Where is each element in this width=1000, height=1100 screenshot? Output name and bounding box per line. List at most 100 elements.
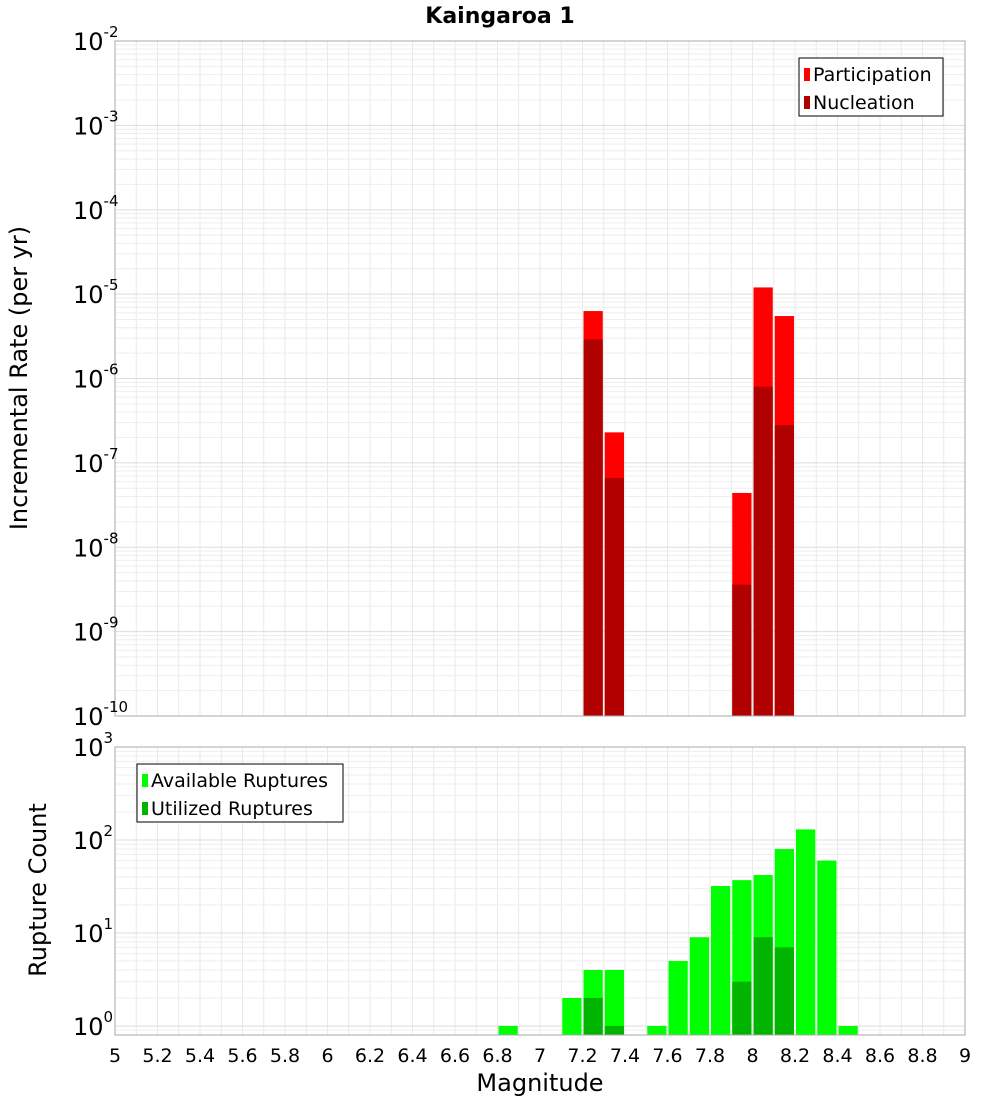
top-y-tick-base: 10	[73, 534, 104, 562]
bottom-y-tick-base: 10	[73, 920, 104, 948]
bottom-y-tick-label: 102	[73, 822, 113, 855]
bottom-bar	[796, 829, 816, 1035]
top-y-tick-base: 10	[73, 28, 104, 56]
x-tick-label: 7	[534, 1045, 546, 1067]
top-y-tick-label: 10-6	[73, 361, 119, 394]
top-legend-swatch	[804, 68, 810, 81]
bottom-y-tick-base: 10	[73, 1013, 104, 1041]
top-y-tick-exponent: -4	[104, 192, 119, 210]
x-tick-label: 8.2	[780, 1045, 810, 1067]
top-y-tick-exponent: -7	[104, 445, 119, 463]
top-legend-box	[798, 57, 944, 117]
top-frame	[114, 40, 966, 717]
bottom-bar	[647, 1025, 667, 1035]
top-y-tick-base: 10	[73, 112, 104, 140]
x-tick-label: 7.6	[652, 1045, 682, 1067]
top-y-tick-exponent: -10	[104, 698, 129, 716]
top-legend-label: Participation	[813, 64, 932, 86]
top-bar	[604, 478, 624, 716]
bottom-y-tick-exponent: 3	[104, 729, 114, 747]
top-y-tick-exponent: -2	[104, 23, 119, 41]
top-y-tick-label: 10-8	[73, 529, 119, 562]
top-panel: 10-1010-910-810-710-610-510-410-310-2Par…	[73, 23, 966, 731]
x-tick-label: 5.2	[142, 1045, 172, 1067]
top-legend: Participation Nucleation	[798, 57, 944, 117]
top-y-tick-base: 10	[73, 703, 104, 731]
bottom-series-1	[583, 937, 794, 1035]
bottom-y-tick-exponent: 1	[104, 915, 114, 933]
x-tick-label: 7.4	[610, 1045, 640, 1067]
top-y-tick-exponent: -8	[104, 529, 119, 547]
top-y-tick-label: 10-5	[73, 276, 119, 309]
bottom-bar	[498, 1025, 518, 1035]
x-tick-label: 6.8	[482, 1045, 512, 1067]
x-tick-label: 6.2	[355, 1045, 385, 1067]
top-y-tick-exponent: -6	[104, 361, 119, 379]
bottom-legend-box	[136, 763, 344, 823]
bottom-y-tick-base: 10	[73, 734, 104, 762]
bottom-bar	[711, 886, 731, 1035]
bottom-bar	[753, 937, 773, 1035]
x-tick-label: 8	[746, 1045, 758, 1067]
bottom-y-tick-label: 100	[73, 1008, 113, 1041]
top-y-tick-base: 10	[73, 450, 104, 478]
top-y-axis-label: Incremental Rate (per yr)	[5, 226, 33, 530]
bottom-bar	[817, 860, 837, 1035]
top-y-tick-label: 10-2	[73, 23, 119, 56]
bottom-y-tick-label: 101	[73, 915, 113, 948]
x-tick-label: 6	[321, 1045, 333, 1067]
x-tick-label: 8.6	[865, 1045, 895, 1067]
x-axis-label: Magnitude	[476, 1069, 603, 1097]
bottom-bar	[732, 981, 752, 1035]
x-tick-label: 6.4	[397, 1045, 427, 1067]
bottom-bar	[583, 997, 603, 1035]
top-bar	[583, 339, 603, 716]
bottom-bar	[689, 937, 709, 1035]
x-tick-label: 8.4	[822, 1045, 852, 1067]
top-y-tick-label: 10-4	[73, 192, 119, 225]
bottom-bar	[774, 947, 794, 1035]
top-y-tick-label: 10-9	[73, 614, 119, 647]
top-y-tick-base: 10	[73, 197, 104, 225]
bottom-bar	[604, 969, 624, 1035]
top-legend-swatch	[804, 96, 810, 109]
bottom-y-axis-label: Rupture Count	[24, 803, 52, 977]
x-tick-label: 5.6	[227, 1045, 257, 1067]
bottom-legend-label: Utilized Ruptures	[151, 798, 313, 820]
top-bar	[774, 425, 794, 716]
bottom-y-tick-exponent: 2	[104, 822, 114, 840]
bottom-legend-label: Available Ruptures	[151, 770, 328, 792]
top-bar	[732, 584, 752, 716]
top-y-tick-label: 10-7	[73, 445, 119, 478]
bottom-frame	[114, 746, 966, 1036]
x-tick-label: 7.2	[567, 1045, 597, 1067]
x-tick-label: 8.8	[907, 1045, 937, 1067]
bottom-y-tick-base: 10	[73, 827, 104, 855]
bottom-y-tick-exponent: 0	[104, 1008, 114, 1026]
bottom-bar	[838, 1025, 858, 1035]
bottom-legend: Available Ruptures Utilized Ruptures	[136, 763, 344, 823]
top-y-tick-base: 10	[73, 619, 104, 647]
top-y-tick-exponent: -3	[104, 107, 119, 125]
top-bar	[753, 386, 773, 716]
bottom-bar	[562, 997, 582, 1035]
top-y-tick-base: 10	[73, 281, 104, 309]
chart-title: Kaingaroa 1	[425, 4, 574, 29]
top-y-tick-exponent: -5	[104, 276, 119, 294]
x-tick-label: 5.4	[185, 1045, 215, 1067]
bottom-legend-swatch	[142, 802, 148, 815]
x-tick-label: 5	[109, 1045, 121, 1067]
bottom-y-tick-label: 103	[73, 729, 113, 762]
x-tick-label: 5.8	[270, 1045, 300, 1067]
top-y-tick-label: 10-3	[73, 107, 119, 140]
top-y-tick-exponent: -9	[104, 614, 119, 632]
x-tick-label: 7.8	[695, 1045, 725, 1067]
top-grid	[114, 40, 966, 717]
x-tick-label: 6.6	[440, 1045, 470, 1067]
top-y-tick-label: 10-10	[73, 698, 128, 731]
x-tick-label: 9	[959, 1045, 971, 1067]
top-series-1	[583, 339, 794, 716]
top-y-tick-base: 10	[73, 366, 104, 394]
